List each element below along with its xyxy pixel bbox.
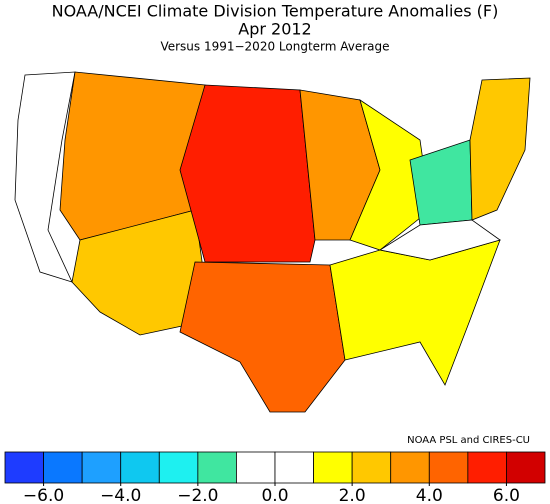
title: NOAA/NCEI Climate Division Temperature A…	[52, 2, 499, 21]
colorbar-bin	[81, 451, 122, 484]
colorbar: −6.0 −4.0 −2.0 0.0 2.0 4.0 6.0	[4, 451, 546, 504]
colorbar-bin	[428, 451, 469, 484]
colorbar-bin	[274, 451, 314, 484]
colorbar-bin	[390, 451, 430, 484]
map	[14, 71, 531, 413]
colorbar-bin	[467, 451, 507, 484]
climate-division	[179, 261, 346, 413]
colorbar-bin	[4, 451, 44, 484]
colorbar-tick-label: −4.0	[100, 486, 141, 504]
climate-division	[469, 77, 531, 221]
subtitle: Apr 2012	[238, 20, 311, 39]
colorbar-tick-label: −6.0	[23, 486, 64, 504]
note: Versus 1991−2020 Longterm Average	[160, 40, 389, 54]
colorbar-bin	[197, 451, 237, 484]
colorbar-bin	[351, 451, 392, 484]
colorbar-tick-label: 0.0	[261, 486, 288, 504]
colorbar-bin	[313, 451, 353, 484]
climate-division	[378, 219, 501, 261]
colorbar-bin	[43, 451, 83, 484]
colorbar-bin	[236, 451, 276, 484]
climate-division	[329, 239, 501, 386]
climate-division	[179, 84, 316, 263]
colorbar-tick-label: −2.0	[177, 486, 218, 504]
colorbar-bin	[506, 451, 546, 484]
colorbar-bin	[158, 451, 199, 484]
colorbar-tick-label: 2.0	[339, 486, 366, 504]
colorbar-bin	[120, 451, 160, 484]
colorbar-tick-label: 4.0	[416, 486, 443, 504]
credit: NOAA PSL and CIRES-CU	[407, 435, 530, 446]
colorbar-tick-label: 6.0	[493, 486, 520, 504]
